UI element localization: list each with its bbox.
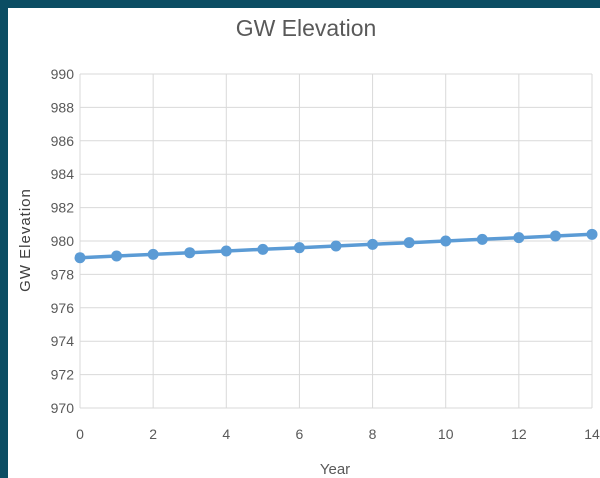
data-point [513, 232, 525, 244]
y-axis-ticks: 970 972 974 976 978 980 982 984 986 988 990 [51, 66, 75, 416]
x-tick-label: 0 [76, 426, 84, 442]
data-point [403, 237, 415, 249]
y-tick-label: 982 [51, 200, 75, 216]
data-point [440, 235, 452, 247]
data-point [111, 250, 123, 262]
y-tick-label: 974 [51, 333, 75, 349]
x-axis-label: Year [320, 461, 350, 478]
y-tick-label: 978 [51, 266, 75, 282]
x-tick-label: 12 [511, 426, 527, 442]
y-tick-label: 986 [51, 133, 75, 149]
y-tick-label: 970 [51, 400, 75, 416]
chart: GW Elevation 970 972 974 976 978 980 982 984 986… [17, 15, 600, 478]
chart-panel: GW Elevation 970 972 974 976 978 980 982 984 986… [8, 8, 600, 478]
series-layer [74, 228, 598, 264]
data-point [476, 233, 488, 245]
data-point [293, 242, 305, 254]
x-tick-label: 4 [222, 426, 230, 442]
x-axis-ticks: 0 2 4 6 8 10 12 14 [76, 426, 600, 442]
y-tick-label: 972 [51, 367, 75, 383]
data-point [367, 238, 379, 250]
chart-title: GW Elevation [236, 15, 377, 41]
x-tick-label: 14 [584, 426, 600, 442]
x-tick-label: 8 [369, 426, 377, 442]
y-axis-label: GW Elevation [17, 188, 34, 292]
data-point [330, 240, 342, 252]
data-point [147, 248, 159, 260]
data-point [549, 230, 561, 242]
data-point [257, 243, 269, 255]
data-point [586, 228, 598, 240]
data-point [184, 247, 196, 259]
y-tick-label: 984 [51, 166, 75, 182]
y-tick-label: 976 [51, 300, 75, 316]
y-tick-label: 980 [51, 233, 75, 249]
y-tick-label: 988 [51, 99, 75, 115]
y-tick-label: 990 [51, 66, 75, 82]
x-tick-label: 10 [438, 426, 454, 442]
x-tick-label: 2 [149, 426, 157, 442]
data-point [74, 252, 86, 264]
data-point [220, 245, 232, 257]
x-tick-label: 6 [296, 426, 304, 442]
